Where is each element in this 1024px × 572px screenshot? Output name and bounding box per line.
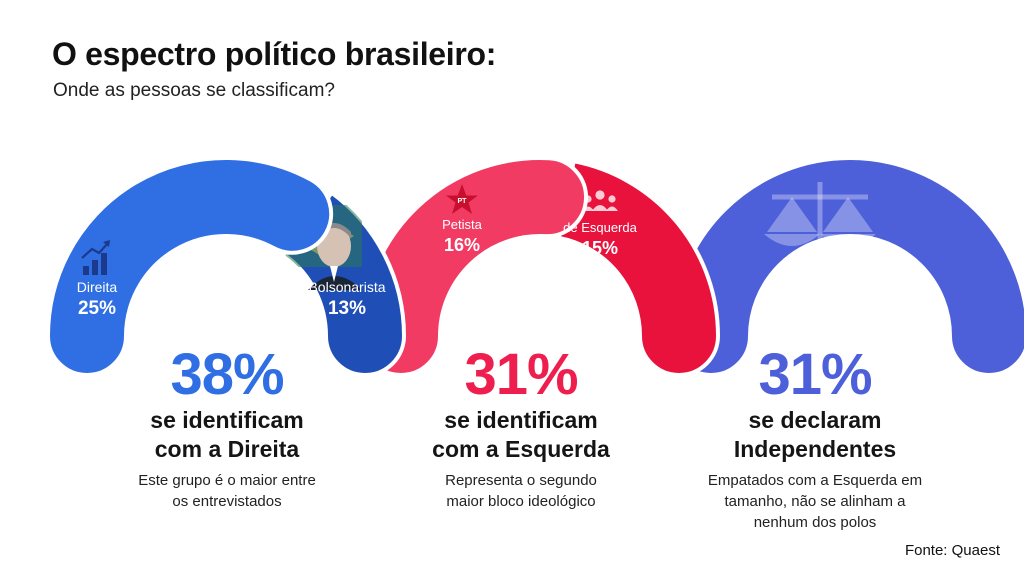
- heading-line: se identificam: [444, 407, 598, 433]
- description-line: os entrevistados: [172, 493, 282, 510]
- arc-segment-de-esquerda: [556, 159, 720, 377]
- heading-line: com a Esquerda: [432, 436, 610, 462]
- scales-icon: [764, 182, 876, 262]
- description-line: tamanho, não se alinham a: [724, 493, 906, 510]
- segment-label-de-esquerda: de Esquerda: [563, 220, 637, 235]
- svg-text:PT: PT: [458, 198, 468, 205]
- description-line: Representa o segundo: [445, 472, 597, 489]
- group-description-esquerda: Representa o segundo maior bloco ideológ…: [386, 470, 656, 512]
- group-heading-direita: se identificam com a Direita: [92, 406, 362, 464]
- arc-segment-direita: [46, 156, 334, 377]
- description-line: Empatados com a Esquerda em: [707, 472, 923, 489]
- group-description-independentes: Empatados com a Esquerda em tamanho, não…: [680, 470, 950, 533]
- page-subtitle: Onde as pessoas se classificam?: [53, 80, 335, 101]
- heading-line: se identificam: [150, 407, 304, 433]
- group-independentes: 31% se declaram Independentes Empatados …: [680, 346, 950, 533]
- pt-star-icon: PT: [446, 184, 478, 214]
- description-line: Este grupo é o maior entre: [138, 472, 316, 489]
- segment-label-petista: Petista: [442, 217, 483, 232]
- chart-growth-icon: [81, 240, 110, 275]
- segment-label-bolsonarista: Bolsonarista: [308, 279, 385, 295]
- segment-value-direita: 25%: [78, 298, 116, 319]
- group-total-direita: 38%: [170, 342, 284, 407]
- heading-line: se declaram: [748, 407, 882, 433]
- group-heading-esquerda: se identificam com a Esquerda: [386, 406, 656, 464]
- description-line: maior bloco ideológico: [446, 493, 596, 510]
- segment-value-petista: 16%: [444, 235, 480, 255]
- arc-segment-petista: [360, 156, 588, 377]
- heading-line: Independentes: [733, 436, 897, 462]
- group-heading-independentes: se declaram Independentes: [680, 406, 950, 464]
- group-esquerda: 31% se identificam com a Esquerda Repres…: [386, 346, 656, 512]
- page-title: O espectro político brasileiro:: [52, 36, 497, 72]
- arc-segment-independentes: [670, 156, 1024, 377]
- group-total-independentes: 31%: [758, 342, 872, 407]
- source-note: Fonte: Quaest: [904, 542, 1000, 559]
- group-description-direita: Este grupo é o maior entre os entrevista…: [92, 470, 362, 512]
- segment-value-de-esquerda: 15%: [582, 238, 618, 258]
- segment-value-bolsonarista: 13%: [328, 298, 366, 319]
- group-direita: 38% se identificam com a Direita Este gr…: [92, 346, 362, 512]
- description-line: nenhum dos polos: [753, 514, 877, 531]
- group-total-esquerda: 31%: [464, 342, 578, 407]
- people-group-icon: [582, 190, 618, 211]
- heading-line: com a Direita: [154, 436, 300, 462]
- segment-label-direita: Direita: [77, 279, 118, 295]
